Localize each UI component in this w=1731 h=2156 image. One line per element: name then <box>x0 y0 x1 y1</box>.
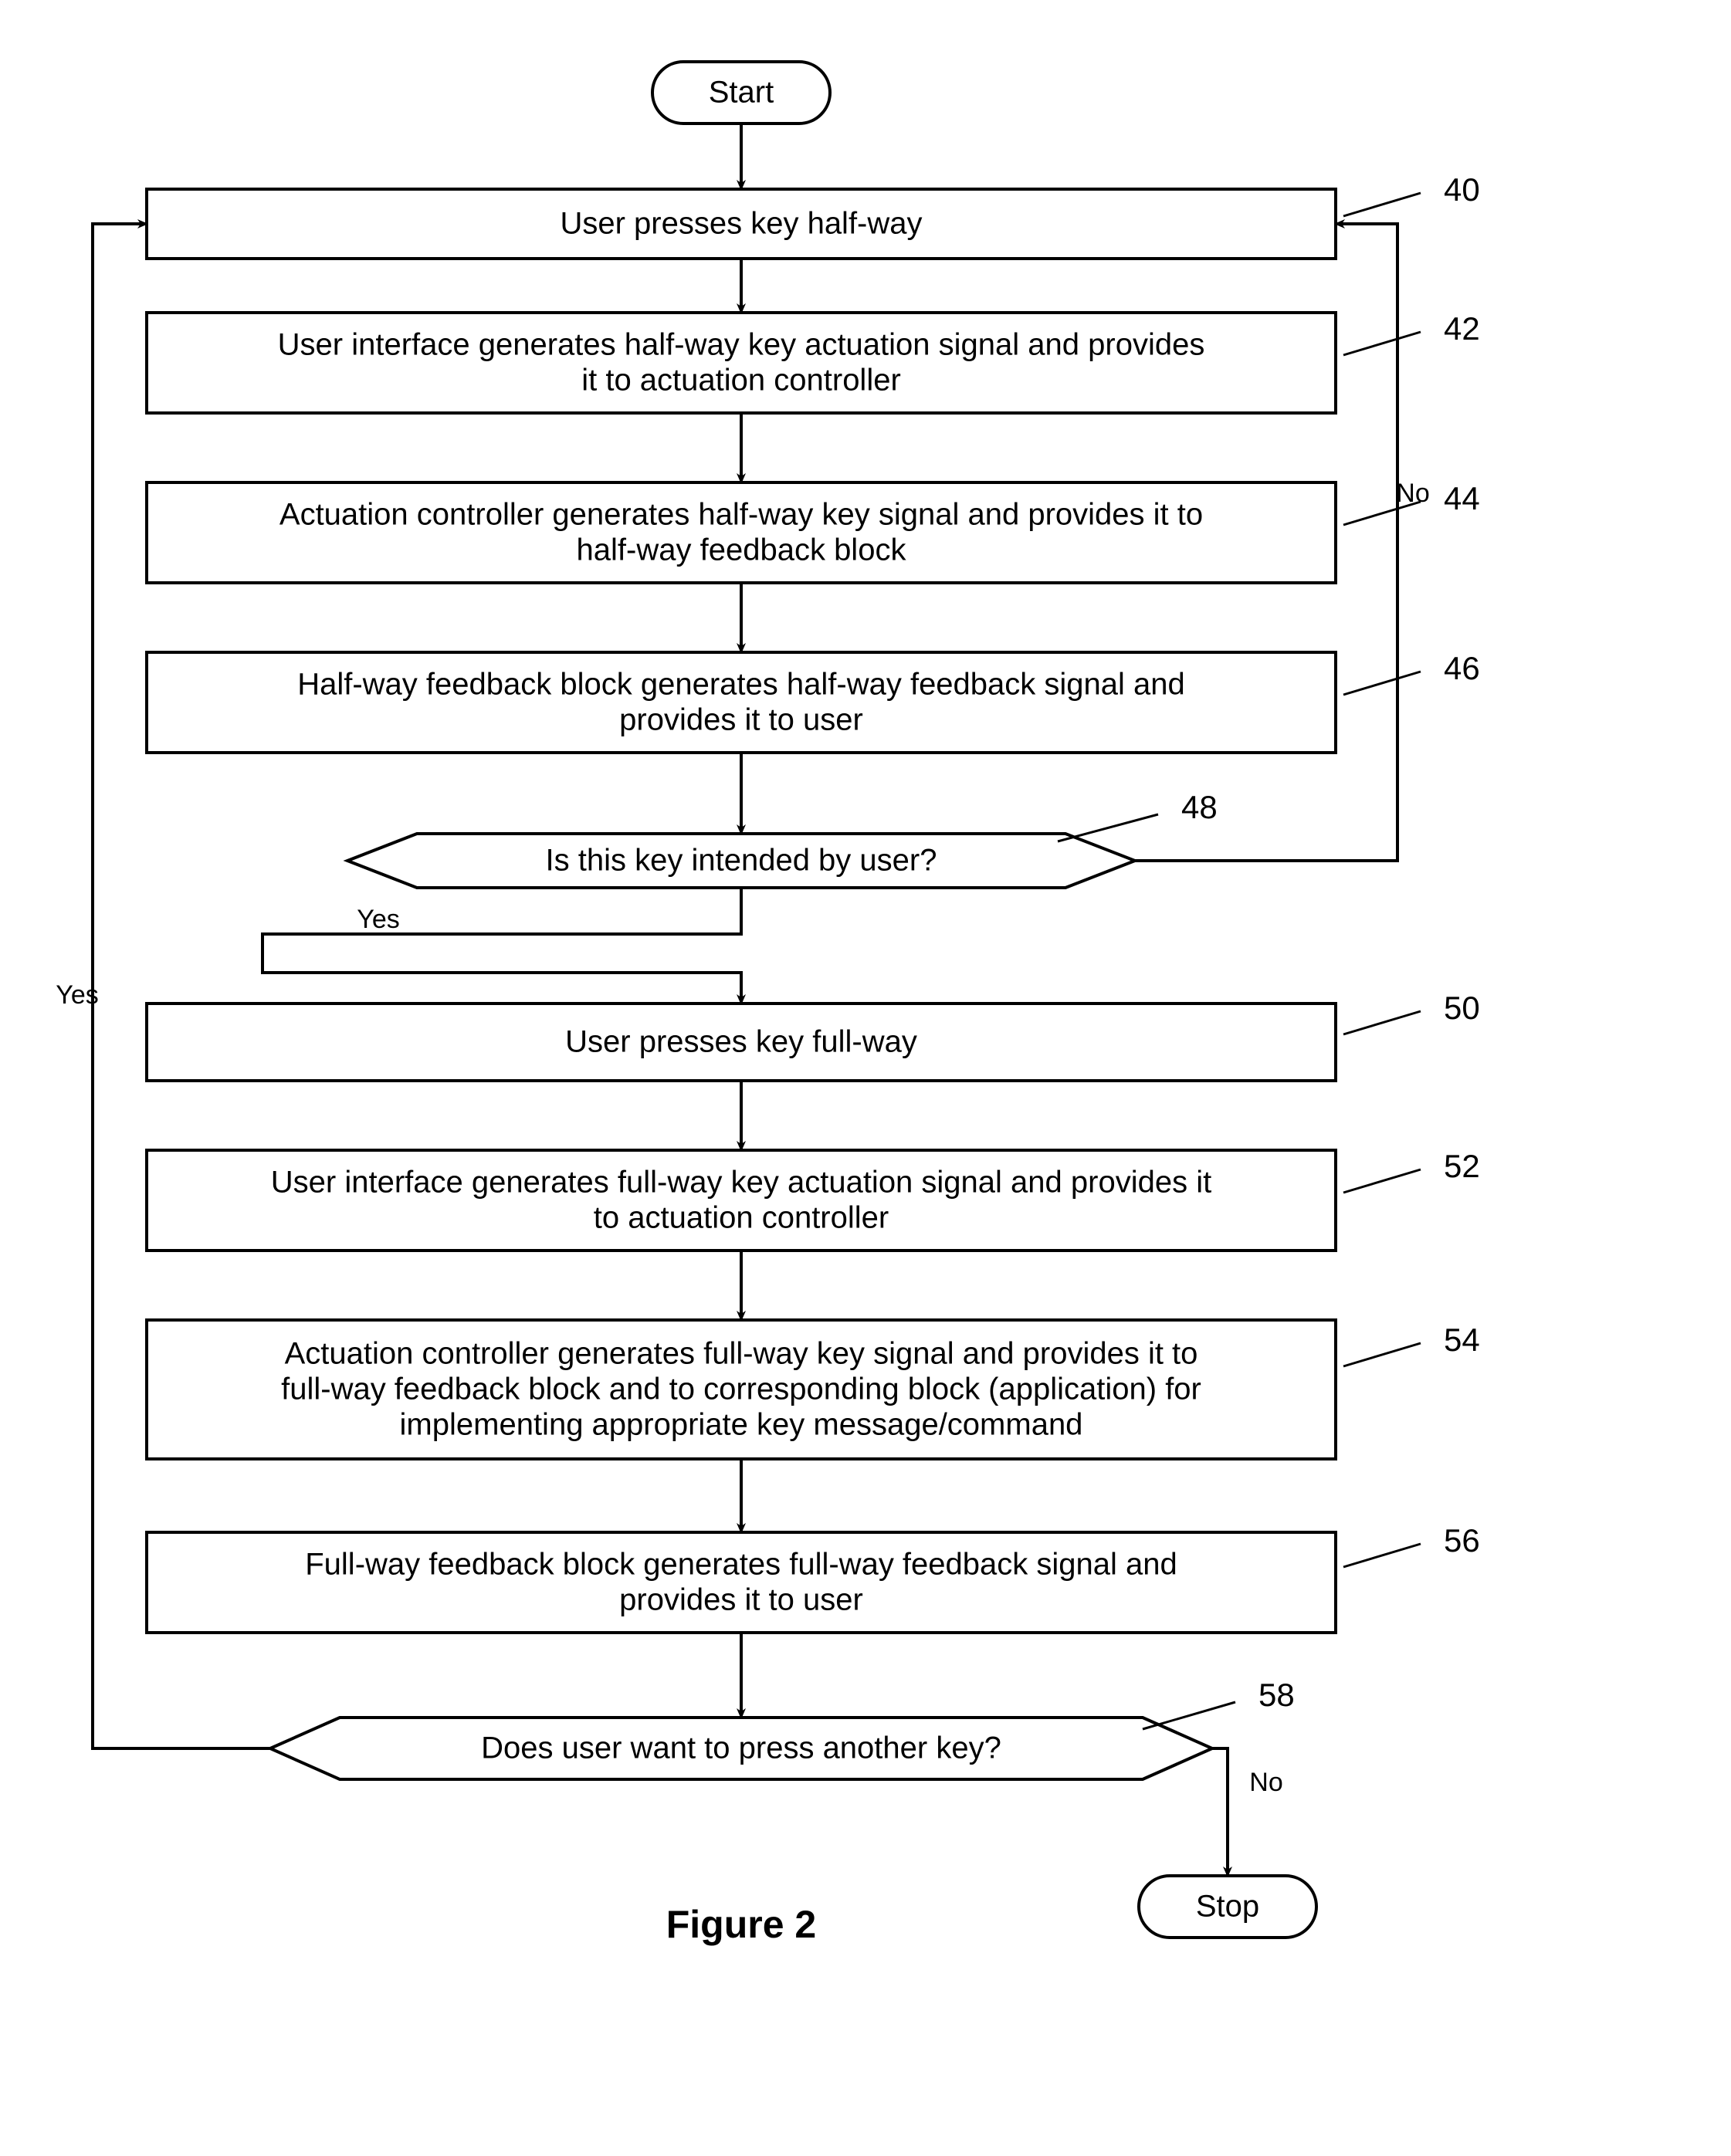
node-text-n50-0: User presses key full-way <box>565 1025 917 1059</box>
ref-leader-42 <box>1343 332 1421 355</box>
node-text-stop: Stop <box>1196 1890 1259 1924</box>
ref-leader-50 <box>1343 1011 1421 1034</box>
node-n54: Actuation controller generates full-way … <box>147 1320 1336 1459</box>
ref-leader-48 <box>1058 814 1158 841</box>
edge-11 <box>93 224 270 1748</box>
ref-label-56: 56 <box>1444 1522 1480 1559</box>
edge-12 <box>1212 1748 1228 1876</box>
node-n44: Actuation controller generates half-way … <box>147 482 1336 583</box>
node-text-n52-1: to actuation controller <box>594 1201 889 1235</box>
node-stop: Stop <box>1139 1876 1316 1938</box>
ref-leader-58 <box>1143 1702 1235 1729</box>
node-text-d48: Is this key intended by user? <box>546 844 937 878</box>
node-n56: Full-way feedback block generates full-w… <box>147 1532 1336 1633</box>
node-d58: Does user want to press another key? <box>270 1718 1212 1779</box>
ref-leader-52 <box>1343 1169 1421 1193</box>
node-n40: User presses key half-way <box>147 189 1336 259</box>
edge-label-5: Yes <box>357 905 399 934</box>
edge-label-12: No <box>1249 1768 1282 1797</box>
node-text-n42-1: it to actuation controller <box>581 364 901 398</box>
node-text-n54-0: Actuation controller generates full-way … <box>285 1337 1198 1371</box>
node-text-n42-0: User interface generates half-way key ac… <box>278 328 1205 362</box>
node-n50: User presses key full-way <box>147 1004 1336 1081</box>
ref-label-46: 46 <box>1444 650 1480 686</box>
node-text-n44-0: Actuation controller generates half-way … <box>279 498 1203 532</box>
node-n52: User interface generates full-way key ac… <box>147 1150 1336 1251</box>
ref-label-40: 40 <box>1444 171 1480 208</box>
node-text-d58: Does user want to press another key? <box>481 1731 1001 1765</box>
node-text-n46-1: provides it to user <box>619 703 863 737</box>
node-start: Start <box>652 62 830 124</box>
edge-label-11: Yes <box>56 980 98 1010</box>
ref-label-50: 50 <box>1444 990 1480 1026</box>
node-text-n44-1: half-way feedback block <box>577 533 907 567</box>
ref-label-52: 52 <box>1444 1148 1480 1184</box>
node-text-n56-1: provides it to user <box>619 1583 863 1617</box>
node-n46: Half-way feedback block generates half-w… <box>147 652 1336 753</box>
ref-label-42: 42 <box>1444 310 1480 347</box>
ref-label-54: 54 <box>1444 1322 1480 1358</box>
ref-label-58: 58 <box>1258 1677 1295 1713</box>
edge-5 <box>263 888 741 1004</box>
ref-leader-44 <box>1343 502 1421 525</box>
ref-leader-40 <box>1343 193 1421 216</box>
node-d48: Is this key intended by user? <box>347 834 1135 888</box>
figure-caption: Figure 2 <box>666 1903 816 1946</box>
ref-label-48: 48 <box>1181 789 1218 825</box>
ref-leader-54 <box>1343 1343 1421 1366</box>
ref-leader-46 <box>1343 672 1421 695</box>
node-n42: User interface generates half-way key ac… <box>147 313 1336 413</box>
ref-leader-56 <box>1343 1544 1421 1567</box>
node-text-n56-0: Full-way feedback block generates full-w… <box>305 1548 1177 1582</box>
node-text-n54-1: full-way feedback block and to correspon… <box>281 1372 1201 1406</box>
node-text-n52-0: User interface generates full-way key ac… <box>271 1166 1211 1200</box>
node-text-n54-2: implementing appropriate key message/com… <box>400 1408 1083 1442</box>
node-text-start: Start <box>709 76 774 110</box>
node-text-n40-0: User presses key half-way <box>560 207 922 241</box>
flowchart-canvas: YesNoYesNo StartUser presses key half-wa… <box>0 0 1731 2156</box>
node-text-n46-0: Half-way feedback block generates half-w… <box>297 668 1185 702</box>
ref-label-44: 44 <box>1444 480 1480 516</box>
